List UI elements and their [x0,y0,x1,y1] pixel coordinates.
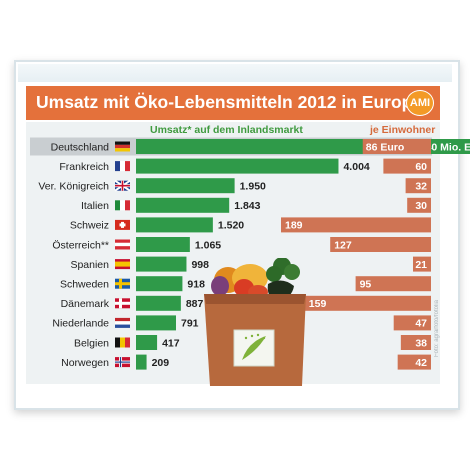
sales-value-dänemark: 887 [186,298,204,310]
sales-value-ver-königreich: 1.950 [240,181,266,193]
flag-at-icon [115,239,130,250]
per-capita-value-schweiz: 189 [285,220,303,232]
country-label-niederlande: Niederlande [52,318,109,330]
per-capita-value-schweden: 95 [360,279,372,291]
per-capita-bar-belgien [400,335,431,350]
flag-es-icon [115,259,130,270]
sales-value-belgien: 417 [162,337,180,349]
sales-value-österreich: 1.065 [195,239,221,251]
sales-bar-belgien [136,335,158,350]
country-label-ver-königreich: Ver. Königreich [38,181,109,193]
country-label-frankreich: Frankreich [59,161,109,173]
flag-de-icon [115,141,130,152]
country-label-schweden: Schweden [60,279,109,291]
per-capita-bar-norwegen [397,354,431,370]
flag-gb-icon [114,179,131,192]
per-capita-bar-italien [407,197,431,213]
flag-se-icon [115,278,130,289]
right-chart-header: je Einwohner [370,124,436,136]
glass-top-edge [18,64,452,82]
flag-it-icon [115,200,130,211]
per-capita-value-belgien: 38 [415,337,427,349]
flag-ch-icon [115,219,130,230]
per-capita-bar-österreich [330,237,431,252]
sales-value-italien: 1.843 [234,200,260,212]
country-label-deutschland: Deutschland [51,141,110,153]
left-chart-header: Umsatz* auf dem Inlandsmarkt [150,124,303,136]
per-capita-value-frankreich: 60 [415,161,427,173]
sales-bar-dänemark [136,295,181,311]
chart-title: Umsatz mit Öko-Lebensmitteln 2012 in Eur… [36,92,423,112]
sales-bar-schweiz [136,217,213,233]
sales-bar-niederlande [136,315,176,331]
flag-no-icon [115,357,130,368]
country-label-belgien: Belgien [74,337,109,349]
flag-fr-icon [115,161,130,172]
per-capita-value-deutschland: 86 Euro [366,141,405,153]
flag-nl-icon [115,317,130,328]
sales-bar-norwegen [136,354,147,370]
per-capita-value-dänemark: 159 [309,298,327,310]
country-label-norwegen: Norwegen [61,357,109,369]
per-capita-bar-dänemark [304,295,431,311]
per-capita-bar-deutschland [362,139,431,154]
country-label-italien: Italien [81,200,109,212]
per-capita-value-italien: 30 [415,200,427,212]
per-capita-value-ver-königreich: 32 [415,181,427,193]
ami-logo: AMI [406,90,434,116]
per-capita-value-spanien: 21 [415,259,427,271]
sales-value-schweiz: 1.520 [218,220,244,232]
sales-bar-österreich [136,237,190,252]
flag-be-icon [115,337,130,348]
country-label-dänemark: Dänemark [61,298,110,310]
sales-value-norwegen: 209 [152,357,170,369]
sales-value-frankreich: 4.004 [343,161,369,173]
sales-bar-schweden [136,276,183,292]
per-capita-value-niederlande: 47 [415,318,427,330]
sales-bar-frankreich [136,158,339,174]
per-capita-bar-ver-königreich [405,178,431,194]
photo-credit: Foto: agrarfoto/fotolia [434,300,440,358]
organic-shopping-bag-with-vegetables-icon [204,258,306,386]
per-capita-bar-frankreich [383,158,431,174]
sales-value-schweden: 918 [187,279,205,291]
country-label-österreich: Österreich** [52,239,109,251]
sales-bar-italien [136,197,230,213]
per-capita-bar-spanien [413,256,431,272]
country-label-schweiz: Schweiz [70,220,109,232]
sales-value-spanien: 998 [191,259,209,271]
per-capita-bar-schweiz [281,217,431,233]
sales-value-niederlande: 791 [181,318,199,330]
sales-bar-spanien [136,256,187,272]
sales-bar-ver-königreich [136,178,235,194]
per-capita-bar-schweden [355,276,431,292]
per-capita-value-österreich: 127 [334,239,352,251]
per-capita-bar-niederlande [393,315,431,331]
title-bar [26,86,440,120]
country-label-spanien: Spanien [70,259,109,271]
per-capita-value-norwegen: 42 [415,357,427,369]
flag-dk-icon [115,298,130,309]
